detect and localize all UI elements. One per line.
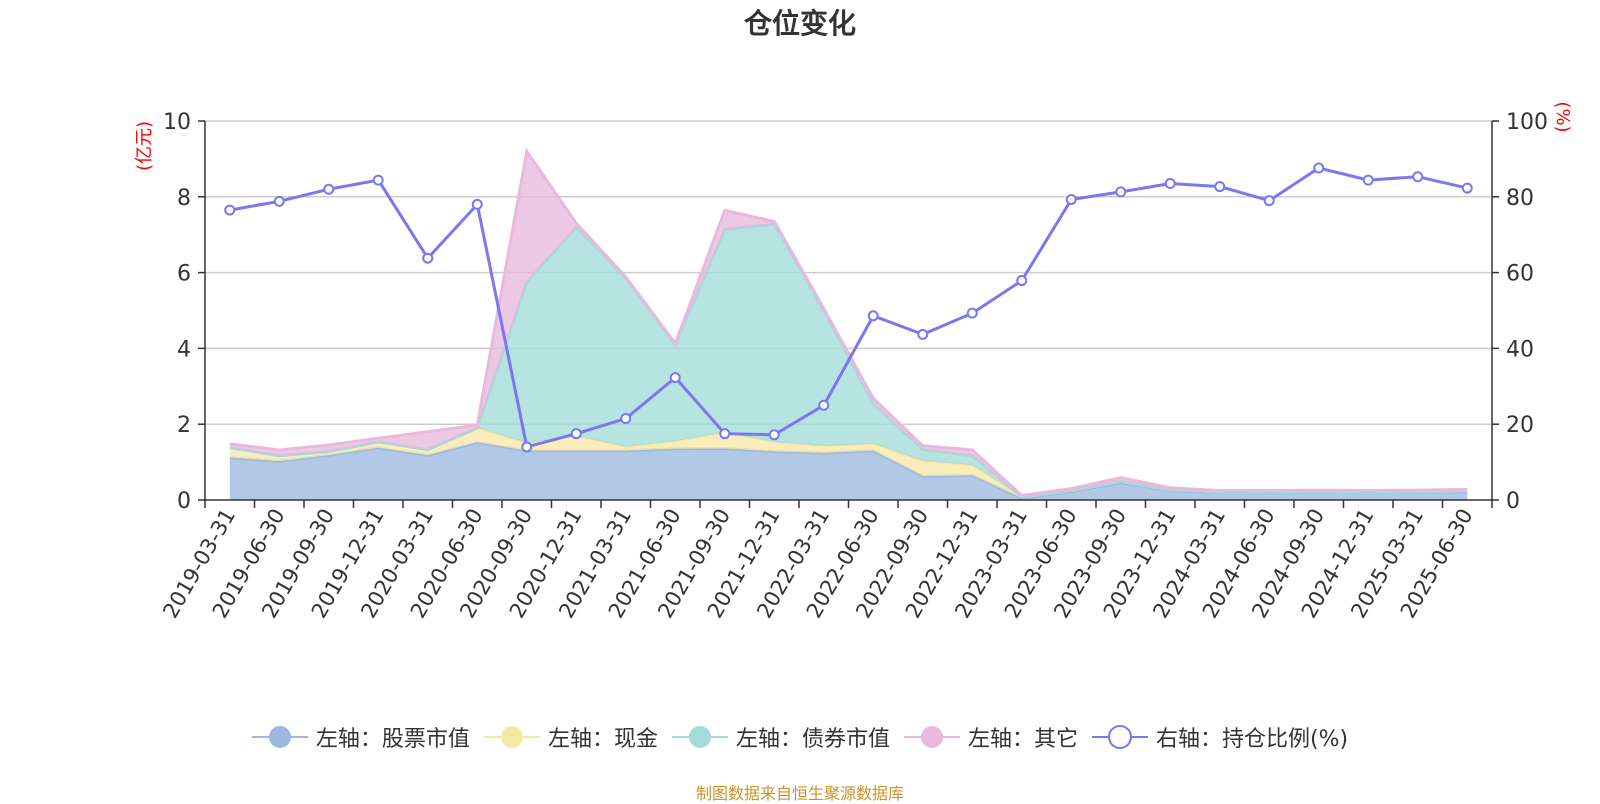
ratio-point — [966, 307, 978, 319]
right-tick-label: 80 — [1506, 186, 1534, 211]
area-edge-左轴：其它 — [229, 147, 1468, 498]
ratio-point — [1164, 178, 1176, 190]
chart-title: 仓位变化 — [744, 7, 856, 40]
ratio-point — [422, 252, 434, 264]
area-左轴：其它 — [229, 151, 1468, 498]
area-左轴：现金 — [229, 428, 1468, 499]
ratio-point — [719, 428, 731, 440]
right-tick-label: 40 — [1506, 337, 1534, 362]
right-axis-unit: (%) — [1552, 101, 1573, 132]
ratio-point — [521, 441, 533, 453]
ratio-point — [224, 204, 236, 216]
left-tick-label: 10 — [163, 110, 191, 135]
left-tick-label: 4 — [177, 337, 191, 362]
right-tick-label: 60 — [1506, 262, 1534, 287]
legend-swatch-icon — [903, 726, 960, 748]
ratio-point — [372, 174, 384, 186]
legend-item[interactable]: 左轴：其它 — [903, 721, 1078, 753]
line-layer — [224, 162, 1473, 453]
left-tick-label: 0 — [177, 489, 191, 514]
ratio-point — [1263, 195, 1275, 207]
ratio-point — [620, 413, 632, 425]
left-axis-unit: (亿元) — [134, 121, 155, 171]
ratio-point — [273, 195, 285, 207]
ratio-point — [323, 183, 335, 195]
ratio-point — [818, 399, 830, 411]
legend-label: 左轴：债券市值 — [735, 727, 890, 752]
ratio-point — [1412, 171, 1424, 183]
left-tick-label: 8 — [177, 186, 191, 211]
right-tick-label: 100 — [1506, 110, 1548, 135]
ratio-point — [917, 328, 929, 340]
left-tick-label: 6 — [177, 262, 191, 287]
legend: 左轴：股票市值 左轴：现金 左轴：债券市值 左轴：其它 右轴：持仓比例(%) — [0, 722, 1600, 752]
ratio-point — [471, 198, 483, 210]
legend-item[interactable]: 左轴：股票市值 — [251, 721, 470, 753]
ratio-point — [1065, 193, 1077, 205]
source-note: 制图数据来自恒生聚源数据库 — [695, 784, 904, 803]
ratio-point — [570, 428, 582, 440]
legend-swatch-icon — [251, 726, 308, 748]
legend-label: 右轴：持仓比例(%) — [1155, 727, 1349, 752]
ratio-point — [1362, 174, 1374, 186]
legend-label: 左轴：现金 — [547, 727, 658, 752]
left-tick-label: 2 — [177, 413, 191, 438]
ratio-point — [1214, 181, 1226, 193]
area-layer — [229, 147, 1468, 500]
legend-swatch-icon — [1091, 725, 1148, 749]
right-tick-label: 0 — [1506, 489, 1520, 514]
legend-swatch-icon — [483, 726, 540, 748]
ratio-point — [1016, 275, 1028, 287]
legend-item[interactable]: 左轴：现金 — [483, 721, 658, 753]
legend-swatch-icon — [671, 726, 728, 748]
ratio-point — [669, 372, 681, 384]
ratio-point — [1115, 186, 1127, 198]
ratio-point — [768, 429, 780, 441]
ratio-point — [1461, 182, 1473, 194]
area-左轴：股票市值 — [229, 442, 1468, 500]
ratio-point — [867, 310, 879, 322]
legend-label: 左轴：其它 — [967, 727, 1078, 752]
legend-item[interactable]: 右轴：持仓比例(%) — [1091, 721, 1349, 753]
legend-item[interactable]: 左轴：债券市值 — [671, 721, 890, 753]
legend-label: 左轴：股票市值 — [315, 727, 470, 752]
ratio-point — [1313, 162, 1325, 174]
right-tick-label: 20 — [1506, 413, 1534, 438]
ratio-line — [229, 166, 1468, 449]
